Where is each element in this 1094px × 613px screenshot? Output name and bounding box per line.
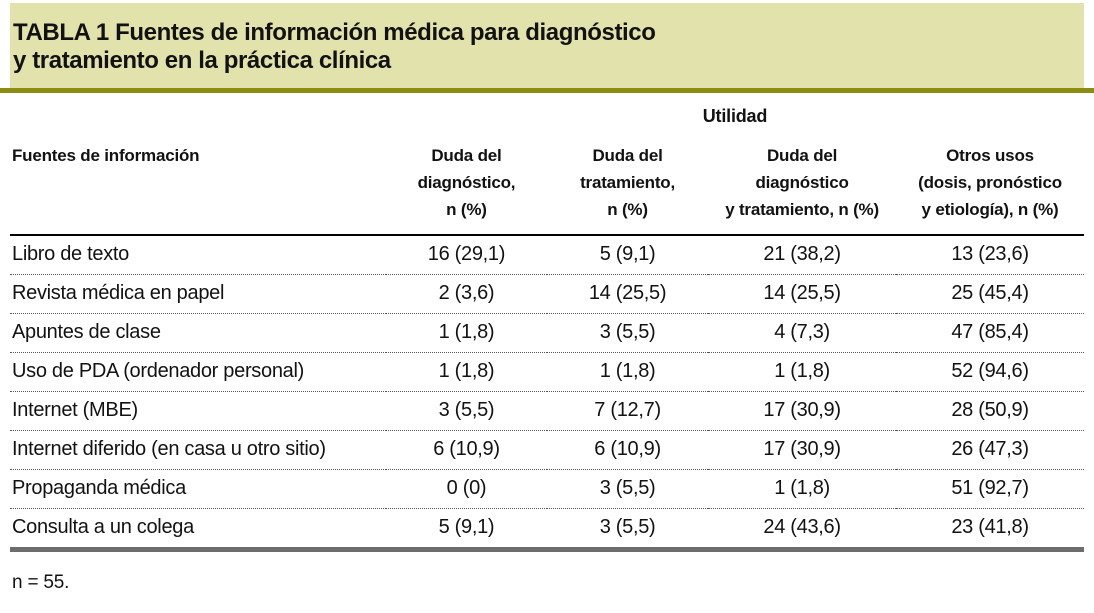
- column-header-row: Fuentes de información Duda del diagnóst…: [10, 129, 1084, 236]
- row-label: Apuntes de clase: [10, 313, 386, 353]
- column-header-fuentes: Fuentes de información: [10, 129, 386, 236]
- cell-value: 21 (38,2): [708, 235, 897, 275]
- cell-value: 52 (94,6): [896, 352, 1084, 392]
- cell-value: 47 (85,4): [896, 313, 1084, 353]
- cell-value: 51 (92,7): [896, 469, 1084, 509]
- cell-value: 0 (0): [385, 469, 547, 509]
- column-header-otros-usos: Otros usos (dosis, pronóstico y etiologí…: [896, 129, 1084, 236]
- cell-value: 14 (25,5): [547, 274, 709, 314]
- cell-value: 17 (30,9): [708, 391, 897, 431]
- column-header-duda-diagnostico: Duda del diagnóstico, n (%): [385, 129, 547, 236]
- cell-value: 17 (30,9): [708, 430, 897, 470]
- row-label: Revista médica en papel: [10, 274, 386, 314]
- cell-value: 14 (25,5): [708, 274, 897, 314]
- cell-value: 1 (1,8): [547, 352, 709, 392]
- group-header-row: Utilidad: [10, 93, 1084, 129]
- cell-value: 5 (9,1): [547, 235, 709, 275]
- cell-value: 5 (9,1): [438, 516, 495, 539]
- cell-value: 7 (12,7): [547, 391, 709, 431]
- cell-value: 16 (29,1): [385, 235, 547, 275]
- cell-value: 26 (47,3): [896, 430, 1084, 470]
- row-label: Uso de PDA (ordenador personal): [10, 352, 386, 392]
- table-title-line-1: TABLA 1 Fuentes de información médica pa…: [13, 19, 656, 46]
- row-label: Libro de texto: [10, 235, 386, 275]
- cell-value: 1 (1,8): [708, 352, 897, 392]
- table-row: Uso de PDA (ordenador personal) 1 (1,8) …: [10, 352, 1084, 392]
- cell-value: 2 (3,6): [385, 274, 547, 314]
- table-row: Revista médica en papel 2 (3,6) 14 (25,5…: [10, 274, 1084, 314]
- cell-value: 1 (1,8): [708, 469, 897, 509]
- table-row: Internet (MBE) 3 (5,5) 7 (12,7) 17 (30,9…: [10, 391, 1084, 431]
- title-underline-rule: [0, 88, 1094, 93]
- data-table: Utilidad Fuentes de información Duda del…: [10, 93, 1084, 547]
- cell-value: 3 (5,5): [547, 313, 709, 353]
- cell-value: 1 (1,8): [385, 352, 547, 392]
- table-row: Libro de texto 16 (29,1) 5 (9,1) 21 (38,…: [10, 235, 1084, 275]
- table-row: Consulta a un colega 5 (9,1) 3 (5,5) 24 …: [10, 508, 1084, 547]
- cell-value: 23 (41,8): [951, 516, 1029, 539]
- page: TABLA 1 Fuentes de información médica pa…: [0, 3, 1094, 613]
- cell-value: 3 (5,5): [547, 469, 709, 509]
- cell-value: 4 (7,3): [708, 313, 897, 353]
- group-header-utilidad: Utilidad: [702, 106, 768, 126]
- row-label: Internet diferido (en casa u otro sitio): [10, 430, 386, 470]
- cell-value: 13 (23,6): [896, 235, 1084, 275]
- table-row: Propaganda médica 0 (0) 3 (5,5) 1 (1,8) …: [10, 469, 1084, 509]
- cell-value: 1 (1,8): [385, 313, 547, 353]
- table-title-line-2: y tratamiento en la práctica clínica: [13, 47, 391, 74]
- footnote: n = 55.: [12, 572, 70, 593]
- cell-value: 25 (45,4): [896, 274, 1084, 314]
- cell-value: 24 (43,6): [763, 516, 841, 539]
- cell-value: 6 (10,9): [547, 430, 709, 470]
- column-header-duda-diagnostico-tratamiento: Duda del diagnóstico y tratamiento, n (%…: [708, 129, 897, 236]
- row-label: Consulta a un colega: [12, 516, 194, 539]
- table-title-band: TABLA 1 Fuentes de información médica pa…: [10, 3, 1084, 88]
- table-bottom-rule: [10, 547, 1084, 552]
- cell-value: 3 (5,5): [385, 391, 547, 431]
- cell-value: 3 (5,5): [599, 516, 656, 539]
- column-header-duda-tratamiento: Duda del tratamiento, n (%): [547, 129, 709, 236]
- row-label: Internet (MBE): [10, 391, 386, 431]
- table-row: Internet diferido (en casa u otro sitio)…: [10, 430, 1084, 470]
- cell-value: 28 (50,9): [896, 391, 1084, 431]
- group-header-spacer: [10, 93, 386, 129]
- cell-value: 6 (10,9): [385, 430, 547, 470]
- table-row: Apuntes de clase 1 (1,8) 3 (5,5) 4 (7,3)…: [10, 313, 1084, 353]
- row-label: Propaganda médica: [10, 469, 386, 509]
